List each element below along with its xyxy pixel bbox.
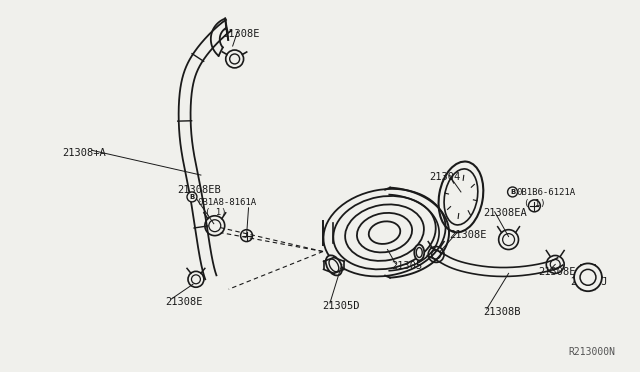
Text: B: B	[510, 189, 515, 195]
Text: 21304: 21304	[429, 172, 460, 182]
Text: ( 1): ( 1)	[205, 208, 227, 217]
Text: 21308E: 21308E	[165, 297, 203, 307]
Text: ( 1): ( 1)	[524, 199, 546, 208]
Ellipse shape	[326, 255, 342, 276]
Text: 21308E: 21308E	[449, 230, 486, 240]
Ellipse shape	[414, 244, 424, 260]
Text: 21308E: 21308E	[538, 267, 576, 278]
Circle shape	[574, 263, 602, 291]
Circle shape	[508, 187, 518, 197]
Text: B: B	[189, 194, 195, 200]
Text: 21305D: 21305D	[322, 301, 360, 311]
Text: 0B1B6-6121A: 0B1B6-6121A	[516, 188, 575, 197]
Text: 21308J: 21308J	[570, 277, 607, 287]
Text: 0B1A8-8161A: 0B1A8-8161A	[197, 198, 256, 207]
Text: 21308E: 21308E	[223, 29, 260, 39]
Text: 21308EA: 21308EA	[483, 208, 527, 218]
Text: 21308B: 21308B	[483, 307, 520, 317]
Circle shape	[187, 192, 197, 202]
Text: R213000N: R213000N	[568, 347, 615, 357]
Text: 21308+A: 21308+A	[62, 148, 106, 158]
Text: 21308EB: 21308EB	[177, 185, 221, 195]
Text: 21305: 21305	[392, 262, 422, 272]
